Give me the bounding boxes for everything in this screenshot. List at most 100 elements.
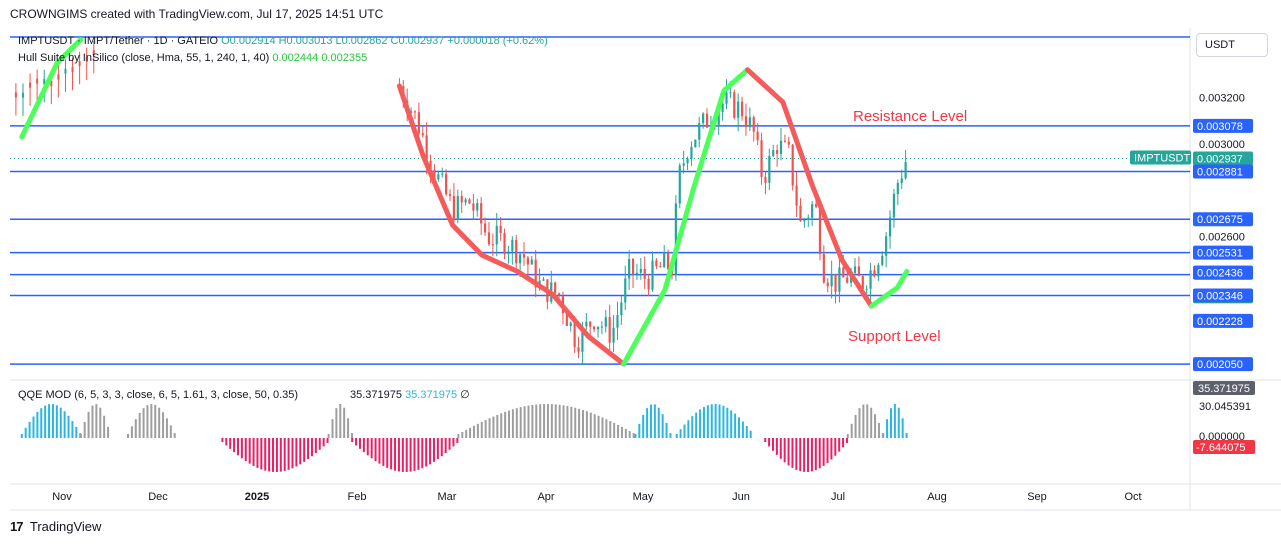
- price-tag: [1193, 265, 1253, 280]
- candle-body: [616, 315, 619, 328]
- candle-body: [511, 239, 514, 252]
- candle-body: [686, 158, 689, 164]
- qqe-bar-gray: [585, 411, 588, 438]
- candle-body: [530, 259, 533, 265]
- qqe-bar-blue: [718, 404, 721, 438]
- qqe-bar-blue: [893, 404, 896, 438]
- x-tick-label: Oct: [1124, 491, 1141, 503]
- qqe-bar-gray: [570, 406, 573, 438]
- candle-body: [725, 92, 728, 104]
- qqe-bar-pink: [421, 438, 424, 469]
- qqe-bar-gray: [150, 404, 153, 438]
- qqe-bar-pink: [362, 438, 365, 453]
- currency-selector[interactable]: USDT: [1196, 33, 1268, 57]
- candle-body: [50, 80, 53, 86]
- qqe-bar-pink: [287, 438, 290, 470]
- candle-body: [480, 203, 483, 224]
- candle-body: [717, 111, 720, 125]
- qqe-bar-pink: [252, 438, 255, 466]
- candle-body: [904, 162, 907, 179]
- candle-body: [733, 92, 736, 118]
- qqe-bar-gray: [562, 405, 565, 438]
- candle-body: [36, 78, 39, 84]
- candle-body: [464, 199, 467, 203]
- candle-body: [522, 254, 526, 258]
- candle-body: [526, 257, 530, 265]
- qqe-bar-gray: [877, 422, 880, 438]
- price-tag-label: 0.002937: [1197, 153, 1243, 165]
- candle-body: [64, 68, 67, 74]
- qqe-bar-blue: [55, 405, 58, 438]
- qqe-bar-pink: [768, 438, 771, 447]
- candle-body: [830, 273, 833, 287]
- candle-body: [21, 92, 24, 98]
- qqe-bar-blue: [71, 421, 74, 438]
- qqe-bar-gray: [496, 414, 499, 438]
- symbol-line: IMPTUSDT · IMPT/Tether · 1D · GATEIO: [18, 35, 219, 47]
- qqe-bar-gray: [127, 434, 129, 438]
- candle-body: [460, 196, 463, 203]
- candle-body: [29, 82, 32, 88]
- candle-body: [694, 139, 697, 147]
- candle-body: [456, 196, 459, 220]
- qqe-bar-blue: [706, 405, 709, 438]
- candle-body: [495, 225, 498, 245]
- qqe-bar-blue: [901, 418, 904, 438]
- chart-title: CROWNGIMS created with TradingView.com, …: [10, 7, 384, 21]
- qqe-bar-gray: [601, 417, 604, 438]
- price-tag: [1193, 164, 1253, 179]
- candle-body: [764, 176, 767, 183]
- qqe-bar-gray: [476, 423, 479, 438]
- qqe-bar-pink: [807, 438, 810, 472]
- candle-body: [783, 140, 787, 142]
- qqe-bar-blue: [51, 404, 54, 438]
- qqe-bar-gray: [609, 421, 612, 438]
- qqe-bar-gray: [511, 409, 514, 438]
- candle-body: [472, 203, 475, 211]
- qqe-bar-gray: [457, 434, 460, 438]
- candle-body: [748, 117, 751, 128]
- qqe-bar-pink: [783, 438, 786, 463]
- qqe-bar-pink: [830, 438, 833, 460]
- qqe-bar-gray: [593, 414, 596, 438]
- qqe-bar-gray: [162, 412, 165, 438]
- price-tag-label: 0.002531: [1197, 248, 1243, 260]
- qqe-bar-gray: [130, 426, 133, 438]
- candle-body: [814, 204, 818, 207]
- qqe-tag: [1193, 440, 1255, 454]
- qqe-bar-pink: [382, 438, 385, 466]
- price-tag-label: 0.003078: [1197, 121, 1243, 133]
- qqe-legend: QQE MOD (6, 5, 3, 3, close, 6, 5, 1.61, …: [18, 388, 470, 401]
- qqe-bar-gray: [566, 405, 569, 438]
- candle-body: [881, 255, 884, 265]
- qqe-bar-pink: [307, 438, 310, 460]
- qqe-bar-blue: [646, 408, 649, 438]
- resistance-label: Resistance Level: [853, 108, 968, 125]
- candle-body: [554, 282, 557, 294]
- price-tag-label: 0.002436: [1197, 268, 1243, 280]
- qqe-value-1: 35.371975: [350, 389, 402, 401]
- candle-body: [577, 347, 580, 352]
- candle-body: [452, 196, 456, 220]
- qqe-bar-gray: [91, 405, 94, 438]
- qqe-bar-blue: [710, 404, 713, 438]
- qqe-bar-pink: [452, 438, 455, 447]
- qqe-bar-gray: [543, 404, 546, 438]
- qqe-bar-blue: [669, 433, 672, 438]
- qqe-bar-gray: [83, 421, 86, 438]
- hull-value-1: 0.002444: [272, 52, 319, 64]
- qqe-bar-blue: [638, 423, 641, 438]
- qqe-bar-blue: [657, 407, 660, 438]
- qqe-bar-blue: [699, 409, 702, 438]
- qqe-bar-pink: [401, 438, 404, 472]
- qqe-bar-pink: [272, 438, 275, 472]
- qqe-bar-pink: [417, 438, 420, 470]
- candle-body: [721, 103, 724, 112]
- qqe-bar-blue: [40, 408, 43, 438]
- qqe-bar-pink: [803, 438, 806, 472]
- candle-body: [873, 270, 876, 277]
- candle-body: [888, 217, 892, 237]
- x-tick-label: Sep: [1027, 491, 1047, 503]
- qqe-bar-blue: [749, 430, 752, 438]
